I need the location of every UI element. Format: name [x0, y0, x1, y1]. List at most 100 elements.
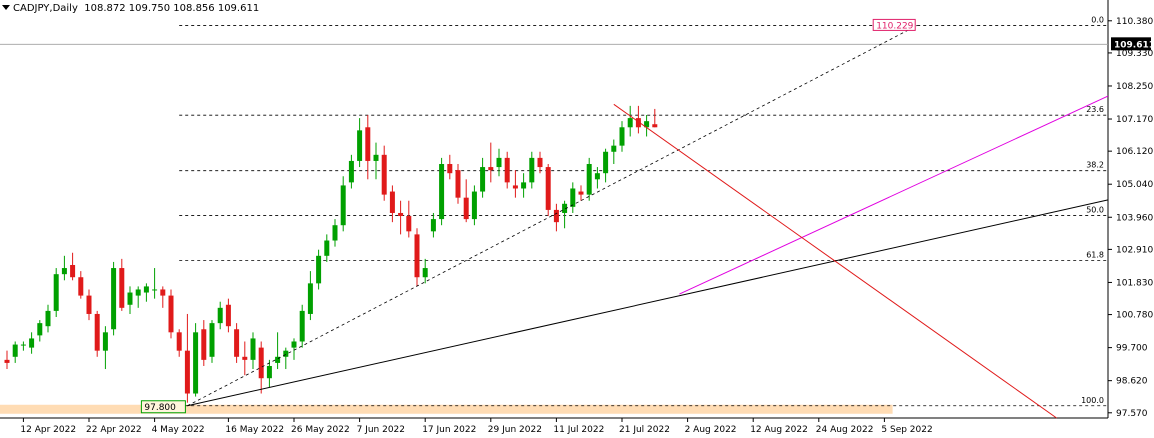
x-tick-label: 2 Aug 2022: [685, 425, 737, 435]
x-tick-label: 7 Jun 2022: [357, 425, 405, 435]
bull-candle: [291, 341, 297, 348]
bear-candle: [365, 127, 371, 161]
bull-candle: [266, 365, 272, 379]
bull-candle: [332, 225, 338, 241]
bear-candle: [86, 295, 92, 314]
y-tick-label: 105.040: [1116, 180, 1153, 190]
fib-level-label: 38.2: [1086, 161, 1104, 170]
x-tick-label: 5 Sep 2022: [881, 425, 932, 435]
bull-candle: [562, 203, 568, 213]
bull-candle: [627, 118, 633, 128]
bear-candle: [545, 167, 551, 210]
x-tick-label: 26 May 2022: [291, 425, 350, 435]
bear-candle: [160, 289, 166, 296]
bear-candle: [512, 185, 518, 189]
bull-candle: [102, 332, 108, 351]
bull-candle: [45, 310, 51, 327]
bull-candle: [20, 344, 26, 346]
bull-candle: [496, 157, 502, 168]
bull-candle: [430, 219, 436, 232]
bull-candle: [283, 350, 289, 357]
trendline-support: [187, 199, 1109, 407]
bear-candle: [94, 313, 100, 351]
x-tick-label: 22 Apr 2022: [86, 425, 142, 435]
bear-candle: [553, 209, 559, 223]
bull-candle: [471, 191, 477, 220]
x-tick-label: 4 May 2022: [152, 425, 205, 435]
fib-level-label: 50.0: [1086, 206, 1104, 215]
y-tick-label: 99.700: [1116, 344, 1148, 354]
bull-candle: [348, 160, 354, 183]
y-tick-label: 103.960: [1116, 213, 1153, 223]
x-tick-label: 17 Jun 2022: [422, 425, 476, 435]
x-tick-label: 12 Aug 2022: [750, 425, 808, 435]
bull-candle: [152, 289, 158, 291]
bull-candle: [340, 185, 346, 226]
bull-candle: [439, 164, 445, 220]
bull-candle: [357, 130, 363, 161]
bull-candle: [619, 127, 625, 146]
bull-candle: [111, 268, 117, 330]
bull-candle: [373, 154, 379, 161]
bear-candle: [234, 329, 240, 357]
bear-candle: [168, 295, 174, 333]
x-tick-label: 29 Jun 2022: [488, 425, 542, 435]
bull-candle: [480, 167, 486, 192]
bear-candle: [652, 124, 658, 128]
fib-level-label: 100.0: [1081, 396, 1104, 405]
symbol-label: CADJPY,Daily: [13, 3, 78, 14]
bear-candle: [242, 356, 248, 360]
fib-zone-band: [0, 404, 893, 414]
bull-candle: [299, 310, 305, 342]
y-tick-label: 107.170: [1116, 115, 1153, 125]
current-price-label: 109.611: [1114, 40, 1154, 50]
x-tick-label: 12 Apr 2022: [20, 425, 76, 435]
bear-candle: [176, 332, 182, 351]
y-tick-label: 98.620: [1116, 377, 1148, 387]
bull-candle: [594, 173, 600, 180]
bull-candle: [135, 289, 141, 296]
trendline-channel: [679, 95, 1109, 295]
bull-candle: [37, 323, 43, 336]
bull-candle: [603, 151, 609, 174]
trendline-downtrend: [613, 103, 1057, 419]
bull-candle: [61, 268, 67, 275]
fib-level-label: 0.0: [1091, 15, 1104, 24]
bear-candle: [537, 157, 543, 168]
x-tick-label: 24 Aug 2022: [816, 425, 874, 435]
bull-candle: [53, 274, 59, 311]
y-tick-label: 97.570: [1116, 409, 1148, 419]
bull-candle: [29, 338, 35, 348]
x-tick-label: 16 May 2022: [225, 425, 284, 435]
bull-candle: [570, 188, 576, 207]
bear-candle: [119, 268, 125, 308]
bull-candle: [12, 344, 18, 357]
high-marker-box: [872, 18, 916, 31]
bear-candle: [488, 167, 494, 171]
bear-candle: [635, 118, 641, 128]
bear-candle: [225, 304, 231, 327]
bear-candle: [381, 154, 387, 195]
bear-candle: [455, 170, 461, 198]
bull-candle: [316, 255, 322, 284]
bear-candle: [78, 277, 84, 296]
bull-candle: [324, 240, 330, 256]
bear-candle: [184, 350, 190, 394]
y-tick-label: 109.330: [1116, 49, 1153, 59]
bear-candle: [578, 191, 584, 195]
bear-candle: [70, 264, 76, 278]
y-tick-label: 108.250: [1116, 82, 1153, 92]
chart-title: CADJPY,Daily 108.872 109.750 108.856 109…: [2, 3, 259, 14]
bull-candle: [217, 307, 223, 324]
bull-candle: [611, 145, 617, 152]
fib-level-label: 23.6: [1086, 105, 1104, 114]
x-tick-label: 11 Jul 2022: [553, 425, 604, 435]
bear-candle: [258, 347, 264, 379]
dropdown-triangle-icon[interactable]: [2, 5, 10, 10]
bear-candle: [201, 329, 207, 360]
y-tick-label: 110.380: [1116, 17, 1153, 27]
bear-candle: [414, 234, 420, 278]
bear-candle: [4, 359, 10, 363]
y-tick-label: 106.120: [1116, 147, 1153, 157]
